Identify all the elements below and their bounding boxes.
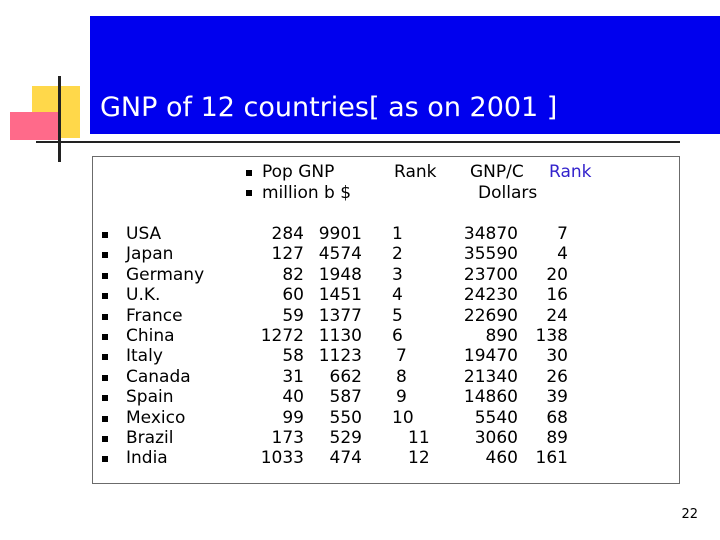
rank-value: 2: [392, 244, 403, 265]
population-value: 173: [271, 428, 304, 448]
rank-2-value: 138: [535, 326, 568, 346]
rank-value: 12: [408, 448, 430, 469]
row-bullet: [102, 334, 108, 340]
population-value: 127: [271, 244, 304, 265]
rank-2-value: 39: [546, 387, 568, 408]
header-pop-gnp: Pop GNP: [262, 162, 335, 182]
row-bullet: [102, 313, 108, 320]
gnp-per-capita-value: 23700: [463, 264, 518, 285]
country-name: Canada: [126, 366, 191, 387]
country-name: USA: [126, 224, 162, 244]
page-number: 22: [681, 507, 698, 522]
country-name: France: [126, 305, 183, 326]
gnp-value: 474: [329, 448, 362, 469]
row-bullet: [102, 436, 108, 442]
rank-value: 9: [396, 387, 407, 408]
population-value: 40: [282, 387, 304, 408]
header-bullet-1: [246, 170, 252, 176]
rank-2-value: 4: [557, 244, 568, 265]
country-name: Mexico: [126, 407, 186, 428]
header-gnp-per-capita: GNP/C: [470, 162, 524, 182]
population-value: 31: [282, 366, 304, 387]
rank-2-value: 20: [546, 264, 568, 285]
slide-title: GNP of 12 countries[ as on 2001 ]: [100, 92, 558, 123]
rank-value: 4: [392, 285, 403, 306]
rank-value: 8: [396, 366, 407, 387]
rank-2-value: 30: [546, 346, 568, 367]
country-name: Germany: [126, 264, 205, 285]
rank-2-value: 7: [557, 224, 568, 244]
decor-vertical-line: [58, 76, 61, 162]
country-name: Italy: [126, 346, 163, 367]
rank-2-value: 26: [546, 366, 568, 387]
rank-2-value: 161: [535, 448, 568, 469]
content-box: [92, 156, 680, 484]
header-bullet-2: [246, 190, 252, 196]
row-bullet: [102, 456, 108, 463]
rank-2-value: 16: [546, 285, 568, 306]
population-value: 284: [271, 224, 304, 244]
gnp-value: 1130: [318, 326, 362, 346]
country-name: Spain: [126, 387, 174, 408]
gnp-per-capita-value: 22690: [463, 305, 518, 326]
population-value: 1272: [260, 326, 304, 346]
population-value: 99: [282, 407, 304, 428]
rank-2-value: 68: [546, 407, 568, 428]
population-value: 60: [282, 285, 304, 306]
decor-horizontal-line: [36, 141, 680, 143]
decor-red-square: [10, 112, 58, 140]
rank-value: 7: [396, 346, 407, 367]
rank-2-value: 24: [546, 305, 568, 326]
gnp-per-capita-value: 35590: [463, 244, 518, 265]
rank-2-value: 89: [546, 428, 568, 448]
gnp-per-capita-value: 3060: [474, 428, 518, 448]
gnp-per-capita-value: 19470: [463, 346, 518, 367]
gnp-value: 1451: [318, 285, 362, 306]
row-bullet: [102, 293, 108, 300]
population-value: 1033: [260, 448, 304, 469]
rank-value: 11: [408, 428, 430, 448]
gnp-per-capita-value: 5540: [474, 407, 518, 428]
rank-value: 6: [392, 326, 403, 346]
rank-value: 3: [392, 264, 403, 285]
gnp-value: 9901: [318, 224, 362, 244]
gnp-per-capita-value: 24230: [463, 285, 518, 306]
row-bullet: [102, 374, 108, 381]
gnp-per-capita-value: 460: [485, 448, 518, 469]
gnp-value: 587: [329, 387, 362, 408]
title-band: [90, 16, 720, 134]
header-units: million b $: [262, 183, 352, 203]
country-name: U.K.: [126, 285, 161, 306]
gnp-value: 550: [329, 407, 362, 428]
gnp-per-capita-value: 14860: [463, 387, 518, 408]
header-dollars: Dollars: [478, 183, 538, 203]
country-name: Brazil: [126, 428, 174, 448]
row-bullet: [102, 272, 108, 279]
row-bullet: [102, 415, 108, 422]
row-bullet: [102, 395, 108, 402]
country-name: India: [126, 448, 168, 469]
population-value: 82: [282, 264, 304, 285]
population-value: 58: [282, 346, 304, 367]
row-bullet: [102, 354, 108, 361]
population-value: 59: [282, 305, 304, 326]
rank-value: 10: [392, 407, 414, 428]
gnp-value: 1123: [318, 346, 362, 367]
gnp-per-capita-value: 34870: [463, 224, 518, 244]
gnp-value: 529: [329, 428, 362, 448]
row-bullet: [102, 252, 108, 259]
row-bullet: [102, 232, 108, 238]
header-rank-2: Rank: [549, 162, 592, 182]
country-name: Japan: [126, 244, 174, 265]
gnp-value: 1948: [318, 264, 362, 285]
country-name: China: [126, 326, 175, 346]
gnp-value: 662: [329, 366, 362, 387]
gnp-value: 1377: [318, 305, 362, 326]
rank-value: 5: [392, 305, 403, 326]
header-rank: Rank: [394, 162, 437, 182]
gnp-per-capita-value: 890: [485, 326, 518, 346]
gnp-value: 4574: [318, 244, 362, 265]
gnp-per-capita-value: 21340: [463, 366, 518, 387]
rank-value: 1: [392, 224, 403, 244]
